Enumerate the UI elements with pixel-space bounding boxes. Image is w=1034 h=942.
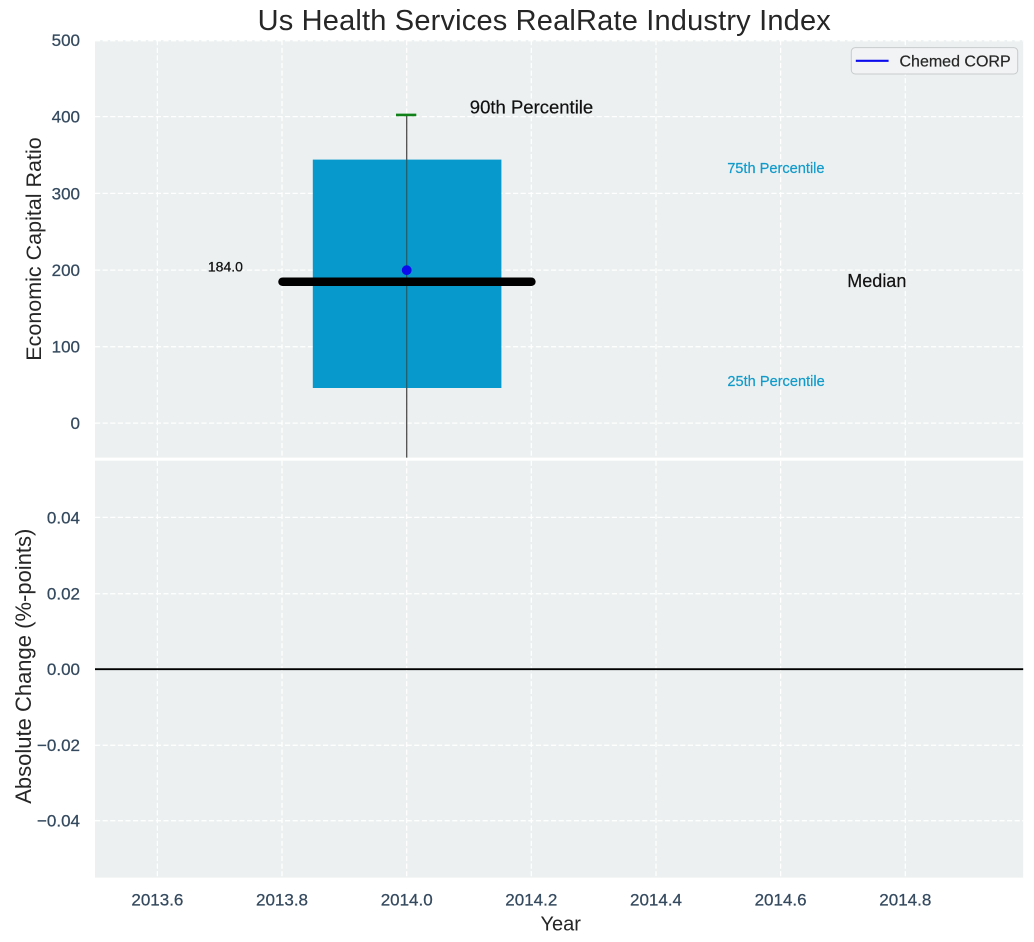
svg-text:Chemed CORP: Chemed CORP <box>900 54 1011 71</box>
svg-text:2014.4: 2014.4 <box>630 891 682 910</box>
svg-text:2013.6: 2013.6 <box>131 891 183 910</box>
svg-text:184.0: 184.0 <box>208 259 243 275</box>
svg-text:90th Percentile: 90th Percentile <box>470 96 593 117</box>
svg-text:100: 100 <box>52 338 80 357</box>
svg-text:0: 0 <box>71 414 80 433</box>
svg-text:0.04: 0.04 <box>47 508 80 527</box>
svg-text:0.02: 0.02 <box>47 585 80 604</box>
svg-text:200: 200 <box>52 261 80 280</box>
svg-text:Us Health Services RealRate In: Us Health Services RealRate Industry Ind… <box>258 5 832 37</box>
svg-text:Economic Capital Ratio: Economic Capital Ratio <box>22 137 46 361</box>
svg-text:−0.04: −0.04 <box>37 812 80 831</box>
svg-text:0.00: 0.00 <box>47 660 80 679</box>
svg-text:25th Percentile: 25th Percentile <box>727 374 824 390</box>
svg-text:2014.0: 2014.0 <box>381 891 433 910</box>
svg-text:2014.6: 2014.6 <box>755 891 807 910</box>
svg-text:2013.8: 2013.8 <box>256 891 308 910</box>
svg-text:400: 400 <box>52 108 80 127</box>
svg-text:Year: Year <box>540 914 581 936</box>
svg-text:Median: Median <box>847 271 906 291</box>
svg-text:300: 300 <box>52 184 80 203</box>
svg-text:2014.2: 2014.2 <box>505 891 557 910</box>
svg-text:2014.8: 2014.8 <box>879 891 931 910</box>
svg-text:Absolute Change (%-points): Absolute Change (%-points) <box>11 529 36 804</box>
svg-text:−0.02: −0.02 <box>37 736 80 755</box>
svg-text:500: 500 <box>52 31 80 50</box>
svg-text:75th Percentile: 75th Percentile <box>727 161 824 177</box>
